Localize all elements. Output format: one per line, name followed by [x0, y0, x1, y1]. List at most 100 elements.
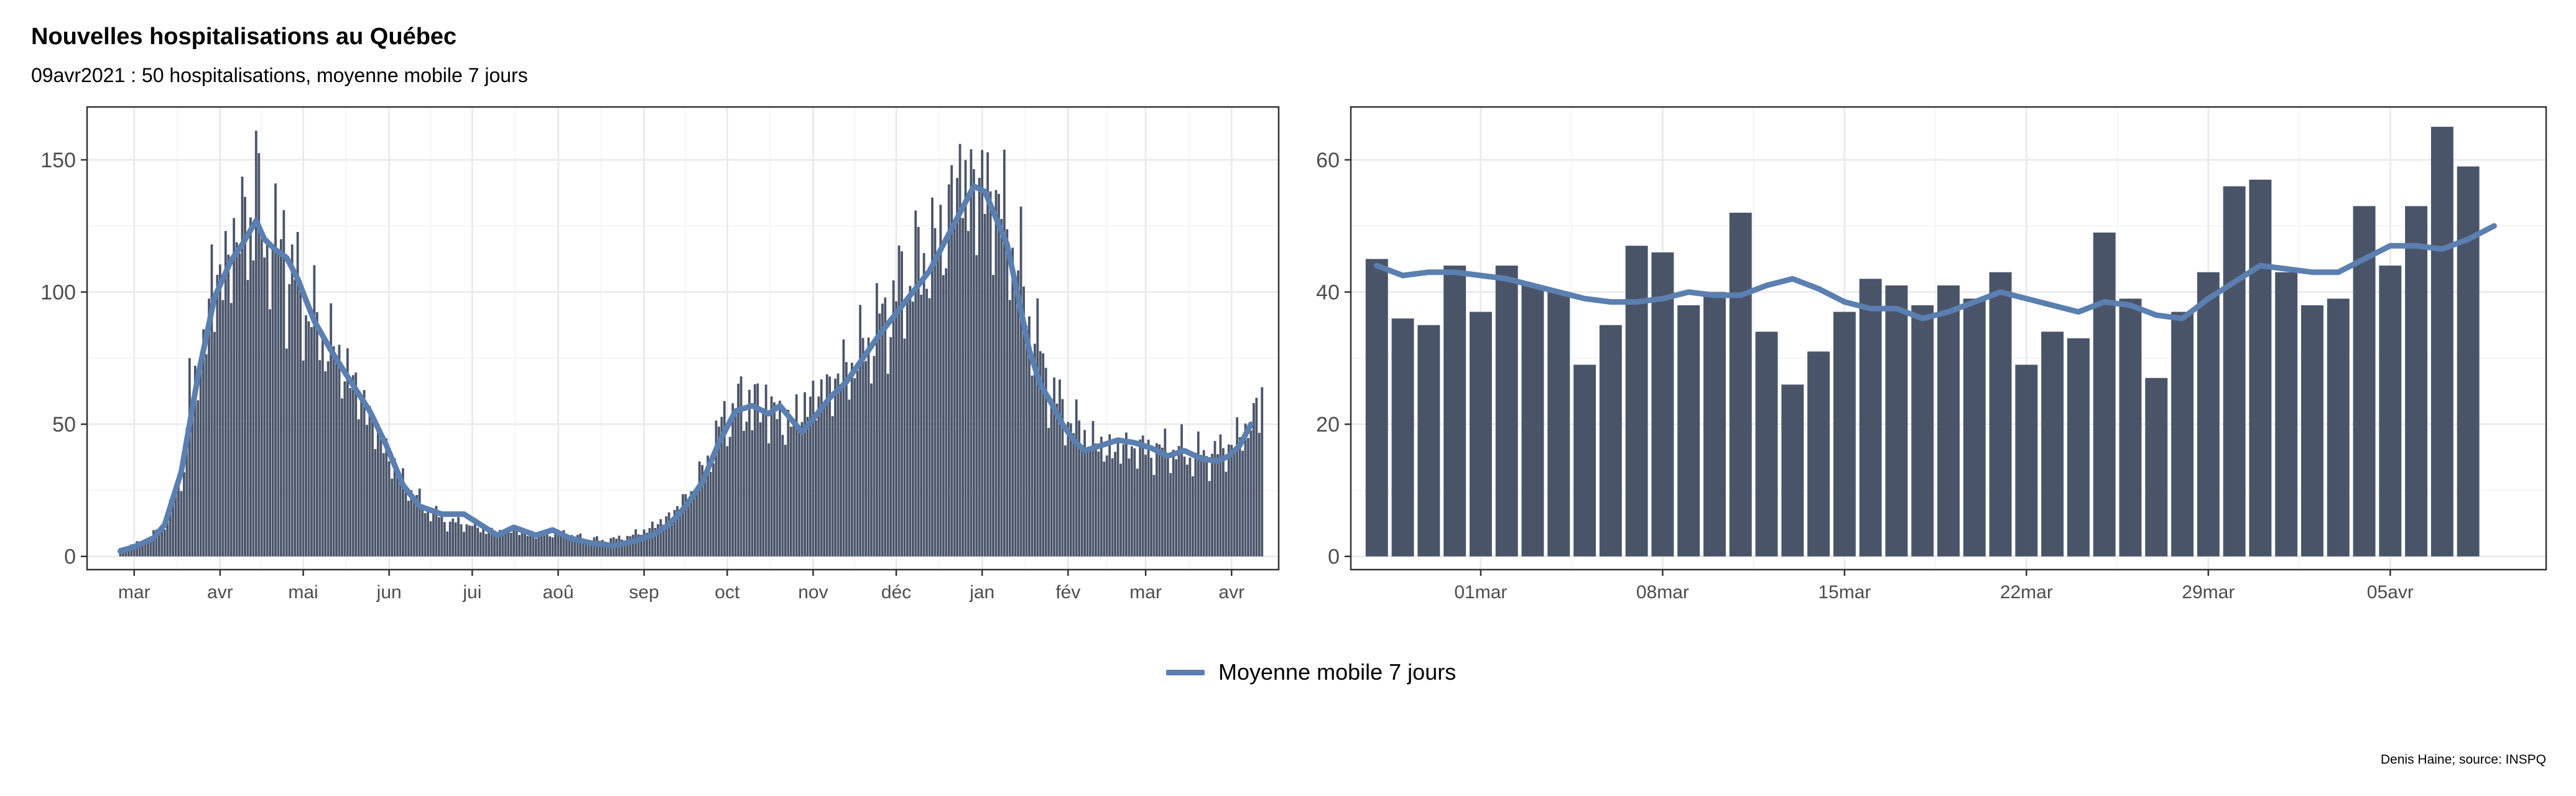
- left-bar: [853, 378, 856, 557]
- left-bar: [188, 358, 191, 557]
- left-bar: [1036, 298, 1039, 557]
- left-bar: [551, 537, 554, 557]
- left-bar: [149, 539, 152, 557]
- left-bar: [1249, 430, 1253, 557]
- left-bar: [473, 519, 476, 557]
- right-bar: [1885, 285, 1908, 557]
- left-bar: [1008, 300, 1011, 557]
- left-bar: [967, 231, 970, 557]
- left-bar: [1175, 459, 1178, 557]
- left-bar: [723, 400, 726, 557]
- left-bar: [961, 218, 964, 557]
- left-bar: [1083, 430, 1086, 557]
- left-x-tick-label: jan: [969, 582, 994, 603]
- left-bar: [241, 177, 244, 557]
- left-moving-average-line: [118, 183, 1254, 554]
- left-bar: [518, 535, 521, 557]
- left-bar: [850, 363, 853, 557]
- left-bar: [753, 384, 756, 557]
- right-bar: [2457, 166, 2480, 557]
- left-bar: [743, 430, 745, 557]
- right-bar: [1989, 272, 2012, 557]
- right-bar: [1911, 305, 1934, 557]
- left-bar: [391, 478, 394, 557]
- left-bar: [521, 530, 524, 557]
- left-bar: [798, 428, 801, 557]
- left-bar: [1172, 450, 1175, 557]
- left-bar: [338, 345, 341, 557]
- left-bar: [557, 531, 560, 557]
- left-bar: [870, 383, 873, 557]
- panel-full-history: 0 50 100 150 mar avr mai jun jui aoû sep oct nov déc j…: [40, 106, 1280, 603]
- left-bar: [529, 532, 532, 557]
- left-bar: [288, 284, 291, 557]
- left-bar: [814, 420, 817, 557]
- left-bar: [576, 535, 579, 557]
- right-y-tick-label: 20: [1316, 413, 1340, 437]
- left-bar: [415, 494, 419, 557]
- left-bar: [366, 425, 368, 557]
- left-bar: [534, 538, 537, 557]
- left-bar: [1208, 481, 1211, 557]
- left-bar: [903, 338, 906, 557]
- left-bar: [379, 432, 382, 557]
- left-bar: [665, 516, 668, 557]
- left-bar: [443, 522, 446, 557]
- left-bar: [127, 547, 130, 557]
- left-bar: [806, 417, 809, 557]
- left-bar: [410, 490, 413, 557]
- left-bar: [1180, 424, 1183, 557]
- left-bar: [257, 153, 261, 557]
- left-bar: [152, 530, 155, 557]
- left-bar: [479, 532, 482, 557]
- right-y-tick-label: 60: [1316, 149, 1340, 172]
- left-bar: [836, 373, 840, 557]
- left-bar: [1006, 229, 1009, 557]
- left-bar: [812, 381, 815, 557]
- left-bar: [1253, 403, 1255, 557]
- left-bar: [568, 539, 571, 557]
- left-bar: [823, 407, 826, 557]
- chart-subtitle: 09avr2021 : 50 hospitalisations, moyenne…: [31, 64, 528, 86]
- left-bar: [290, 244, 294, 557]
- left-bar: [1244, 423, 1247, 557]
- left-bar: [1022, 286, 1025, 557]
- left-bar: [606, 544, 609, 557]
- left-bar: [687, 504, 690, 557]
- left-bar: [901, 251, 903, 557]
- left-bar: [305, 315, 307, 557]
- left-bar: [1156, 443, 1158, 557]
- right-bar: [1573, 364, 1596, 557]
- left-bar: [210, 244, 213, 557]
- left-bar: [460, 524, 463, 557]
- left-bar: [440, 516, 443, 557]
- left-bar: [404, 492, 407, 557]
- left-bar: [496, 532, 499, 557]
- left-bar: [1072, 433, 1075, 557]
- left-bar: [972, 169, 975, 557]
- left-x-tick-label: nov: [798, 582, 828, 603]
- right-x-tick-label: 15mar: [1818, 582, 1871, 603]
- left-bar: [166, 522, 169, 557]
- left-bar: [920, 294, 923, 557]
- left-bar: [246, 280, 249, 557]
- left-bar: [804, 392, 806, 557]
- right-bar: [1599, 325, 1622, 557]
- left-bar: [1147, 439, 1150, 557]
- left-bar: [504, 530, 507, 557]
- left-bar: [626, 535, 629, 557]
- right-bar: [1391, 318, 1414, 557]
- left-bar: [767, 443, 771, 557]
- left-bar: [202, 329, 205, 557]
- left-bar: [540, 532, 543, 557]
- left-bar: [1141, 435, 1144, 557]
- left-bar: [1166, 458, 1169, 557]
- left-bar: [368, 405, 371, 557]
- left-bar: [465, 524, 468, 557]
- left-bar: [886, 373, 889, 557]
- left-bar: [745, 422, 748, 557]
- left-bar: [321, 333, 324, 557]
- left-bar: [1200, 455, 1203, 557]
- left-bar: [1097, 451, 1100, 557]
- right-bar: [2015, 364, 2038, 557]
